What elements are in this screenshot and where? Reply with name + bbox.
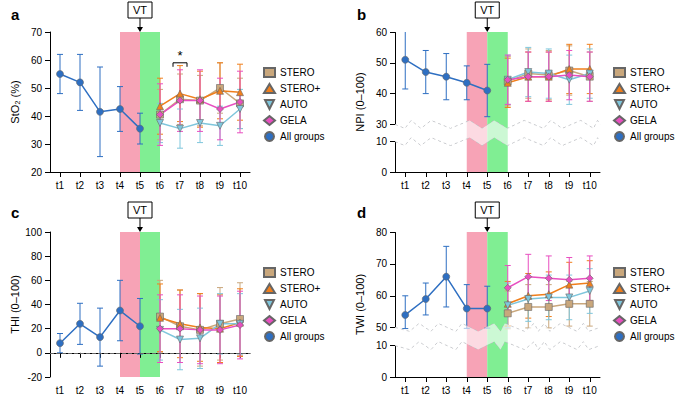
svg-text:t2: t2 [76,180,85,191]
svg-text:t5: t5 [136,385,145,396]
svg-text:t7: t7 [524,385,533,396]
svg-text:t9: t9 [565,385,574,396]
svg-text:t7: t7 [176,385,185,396]
svg-text:t2: t2 [76,385,85,396]
svg-text:AUTO: AUTO [280,99,308,110]
svg-text:t1: t1 [401,180,410,191]
svg-text:50: 50 [31,83,43,94]
svg-text:50: 50 [376,322,388,333]
svg-text:60: 60 [31,55,43,66]
svg-text:t1: t1 [401,385,410,396]
svg-text:t6: t6 [156,180,165,191]
svg-text:30: 30 [31,139,43,150]
svg-text:*: * [177,48,182,63]
svg-text:t5: t5 [136,180,145,191]
svg-text:t2: t2 [422,180,431,191]
svg-text:VT: VT [133,4,147,16]
svg-text:AUTO: AUTO [630,99,658,110]
svg-text:t10: t10 [583,385,597,396]
svg-text:t7: t7 [176,180,185,191]
svg-text:GELA: GELA [280,115,307,126]
svg-text:STERO: STERO [630,67,665,78]
svg-text:t4: t4 [463,180,472,191]
svg-text:60: 60 [31,275,43,286]
svg-text:50: 50 [376,57,388,68]
svg-text:VT: VT [480,204,494,216]
svg-text:STERO: STERO [630,267,665,278]
svg-text:0: 0 [36,347,42,358]
svg-text:VT: VT [480,4,494,16]
svg-text:GELA: GELA [630,115,657,126]
svg-text:d: d [357,204,366,221]
svg-text:t4: t4 [463,385,472,396]
svg-text:10: 10 [376,340,388,351]
svg-text:70: 70 [376,258,388,269]
svg-text:30: 30 [376,119,388,130]
svg-text:All groups: All groups [280,131,324,142]
svg-text:t8: t8 [545,180,554,191]
svg-text:t6: t6 [504,385,513,396]
svg-text:All groups: All groups [630,331,674,342]
svg-text:70: 70 [31,27,43,38]
svg-text:t7: t7 [524,180,533,191]
svg-text:t5: t5 [483,180,492,191]
svg-text:c: c [11,204,19,221]
svg-text:t3: t3 [442,180,451,191]
svg-text:-20: -20 [28,372,43,383]
svg-text:STERO+: STERO+ [280,283,320,294]
svg-text:STERO: STERO [280,67,315,78]
svg-text:60: 60 [376,290,388,301]
svg-text:STERO+: STERO+ [630,283,670,294]
svg-text:t8: t8 [196,180,205,191]
svg-text:a: a [11,6,20,23]
svg-text:40: 40 [31,299,43,310]
svg-text:80: 80 [31,251,43,262]
svg-text:VT: VT [133,204,147,216]
svg-text:10: 10 [376,136,388,147]
svg-text:STERO: STERO [280,267,315,278]
svg-text:t6: t6 [156,385,165,396]
svg-text:STERO+: STERO+ [280,83,320,94]
svg-text:20: 20 [31,323,43,334]
svg-text:0: 0 [381,372,387,383]
svg-text:t10: t10 [583,180,597,191]
svg-text:t3: t3 [96,385,105,396]
svg-text:TWI (0–100): TWI (0–100) [354,274,366,335]
svg-text:All groups: All groups [630,131,674,142]
svg-text:t3: t3 [96,180,105,191]
svg-text:t9: t9 [565,180,574,191]
svg-text:t4: t4 [116,180,125,191]
svg-text:t2: t2 [422,385,431,396]
svg-text:t6: t6 [504,180,513,191]
svg-text:STERO+: STERO+ [630,83,670,94]
svg-text:NPI (0–100): NPI (0–100) [354,72,366,131]
svg-text:t10: t10 [233,180,247,191]
svg-text:40: 40 [376,88,388,99]
svg-text:t10: t10 [233,385,247,396]
svg-text:StO₂ (%): StO₂ (%) [9,80,21,123]
svg-text:t5: t5 [483,385,492,396]
svg-text:AUTO: AUTO [280,299,308,310]
svg-text:20: 20 [31,167,43,178]
svg-text:t4: t4 [116,385,125,396]
svg-text:t1: t1 [56,385,65,396]
svg-text:t9: t9 [216,180,225,191]
svg-text:t3: t3 [442,385,451,396]
svg-text:All groups: All groups [280,331,324,342]
svg-text:GELA: GELA [280,315,307,326]
svg-text:0: 0 [381,167,387,178]
svg-text:100: 100 [25,227,42,238]
svg-text:t8: t8 [196,385,205,396]
svg-text:b: b [357,6,366,23]
svg-text:THI (0–100): THI (0–100) [9,275,21,334]
svg-text:60: 60 [376,27,388,38]
svg-text:80: 80 [376,227,388,238]
svg-text:40: 40 [31,111,43,122]
svg-text:GELA: GELA [630,315,657,326]
svg-text:t1: t1 [56,180,65,191]
svg-text:t8: t8 [545,385,554,396]
svg-text:t9: t9 [216,385,225,396]
svg-text:AUTO: AUTO [630,299,658,310]
